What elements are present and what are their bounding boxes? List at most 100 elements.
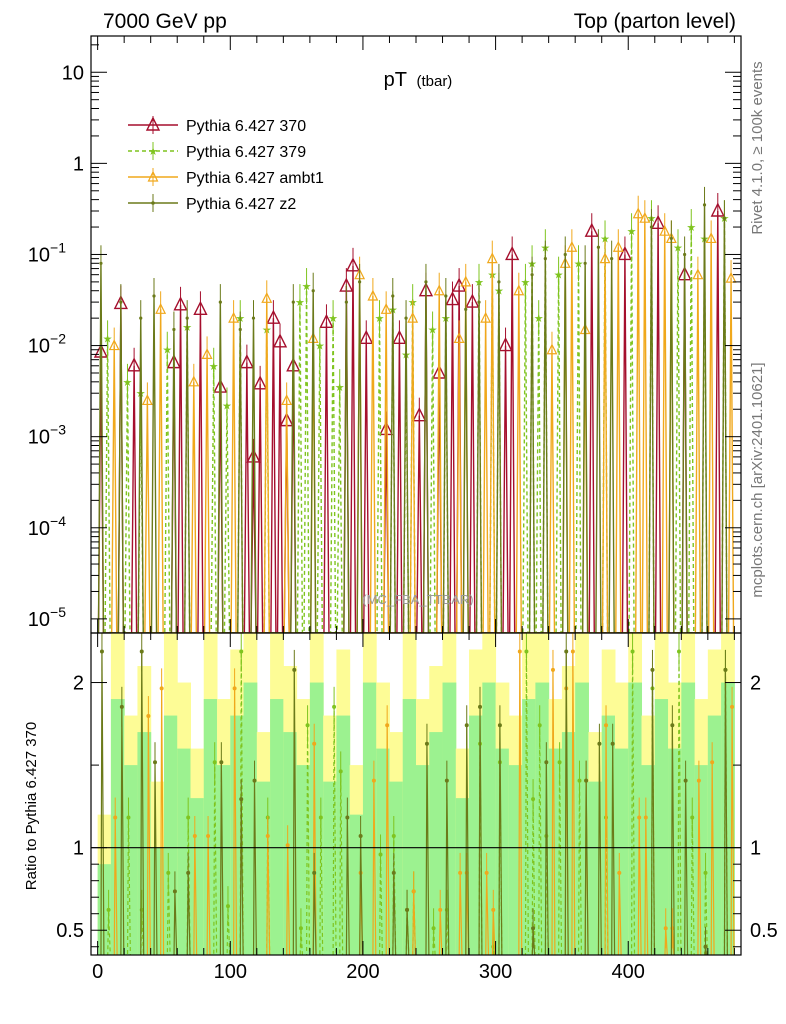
ratio-point bbox=[298, 926, 303, 931]
data-point-marker bbox=[563, 252, 567, 257]
tick-base: 1 bbox=[73, 153, 84, 175]
data-point-marker: ★ bbox=[375, 313, 385, 325]
data-point-marker bbox=[139, 316, 143, 320]
ratio-point bbox=[690, 815, 695, 820]
data-point-marker bbox=[599, 252, 611, 264]
ratio-point bbox=[106, 907, 111, 912]
data-point-marker bbox=[513, 284, 525, 296]
data-point-marker bbox=[453, 332, 465, 343]
data-point-marker: ★ bbox=[209, 361, 219, 373]
band-green-bin bbox=[190, 798, 205, 955]
legend-label: Pythia 6.427 ambt1 bbox=[186, 170, 324, 187]
data-point-marker: ★ bbox=[162, 345, 172, 357]
data-point-marker bbox=[566, 240, 578, 252]
data-point-marker bbox=[584, 222, 599, 237]
chart-title: pT (tbar) bbox=[384, 69, 453, 91]
data-point-marker bbox=[152, 294, 156, 298]
data-point-marker bbox=[407, 311, 419, 323]
data-point-marker bbox=[251, 316, 256, 320]
ratio-y-axis-label: Ratio to Pythia 6.427 370 bbox=[23, 722, 40, 890]
data-point-marker bbox=[530, 273, 534, 277]
band-green-bin bbox=[654, 699, 669, 955]
data-point-marker bbox=[201, 348, 213, 359]
x-tick-label: 300 bbox=[479, 961, 512, 983]
legend-entry: Pythia 6.427 370 bbox=[128, 116, 306, 135]
band-green-bin bbox=[614, 748, 629, 955]
data-point-marker bbox=[722, 216, 727, 220]
tick-exponent: −4 bbox=[50, 513, 66, 529]
x-tick-label: 200 bbox=[346, 961, 379, 983]
band-green-bin bbox=[124, 765, 138, 955]
data-point-marker: ★ bbox=[474, 277, 484, 289]
data-point-marker bbox=[379, 420, 394, 436]
band-green-bin bbox=[389, 781, 404, 955]
ratio-point bbox=[676, 649, 681, 654]
data-point-marker bbox=[404, 316, 408, 320]
data-point-marker bbox=[725, 271, 737, 283]
data-point-marker bbox=[141, 394, 153, 406]
data-point-marker bbox=[498, 337, 513, 352]
x-tick-label: 100 bbox=[214, 961, 247, 983]
tick-base: 10 bbox=[28, 427, 50, 449]
data-point-marker bbox=[108, 339, 120, 351]
data-point-marker bbox=[705, 232, 717, 244]
data-point-marker bbox=[281, 394, 293, 406]
legend-label: Pythia 6.427 z2 bbox=[186, 196, 296, 213]
data-point-marker bbox=[659, 224, 671, 236]
data-point-marker bbox=[344, 300, 348, 304]
data-point-marker bbox=[710, 202, 725, 217]
data-point-marker: ★ bbox=[673, 242, 683, 254]
data-point-marker bbox=[583, 261, 587, 265]
data-point-marker bbox=[610, 257, 614, 261]
data-point-marker bbox=[445, 290, 460, 306]
data-point-marker: ★ bbox=[600, 233, 610, 245]
data-point-marker bbox=[380, 302, 392, 314]
band-green-bin bbox=[548, 748, 563, 955]
data-point-marker bbox=[683, 252, 687, 257]
data-point-marker bbox=[412, 407, 427, 422]
data-point-marker bbox=[486, 252, 498, 264]
tick-exponent: −2 bbox=[50, 331, 66, 347]
lower-y-tick-label-right: 2 bbox=[750, 673, 761, 695]
ratio-point bbox=[703, 870, 708, 875]
legend-marker bbox=[151, 201, 155, 205]
data-point-marker: ★ bbox=[123, 377, 133, 389]
data-point-marker bbox=[218, 300, 222, 304]
data-point-marker bbox=[345, 257, 361, 272]
data-point-marker bbox=[155, 302, 167, 314]
data-point-marker bbox=[238, 327, 242, 332]
data-point-marker bbox=[596, 245, 600, 249]
title-sub: (tbar) bbox=[416, 73, 452, 90]
data-point-marker bbox=[505, 245, 520, 261]
data-point-marker: ★ bbox=[328, 313, 338, 325]
upper-y-tick-label: 10−2 bbox=[28, 331, 66, 358]
lower-y-tick-label-right: 1 bbox=[750, 838, 761, 860]
data-point-marker bbox=[172, 327, 176, 332]
lower-y-tick-label: 2 bbox=[73, 673, 84, 695]
legend-label: Pythia 6.427 379 bbox=[186, 144, 306, 161]
legend-entry: Pythia 6.427 z2 bbox=[128, 194, 296, 213]
series-line-2 bbox=[111, 213, 735, 633]
x-axis-ticks: 0 100 200 300 400 bbox=[92, 36, 735, 983]
data-point-marker bbox=[669, 236, 673, 241]
ratio-point bbox=[431, 926, 436, 931]
legend-marker bbox=[147, 170, 159, 182]
data-point-marker bbox=[291, 300, 295, 304]
tick-exponent: −5 bbox=[50, 604, 66, 620]
data-point-marker: ★ bbox=[686, 222, 696, 234]
band-green-bin bbox=[495, 748, 510, 955]
data-point-marker bbox=[188, 375, 200, 387]
data-point-marker bbox=[497, 280, 501, 284]
band-green-bin bbox=[482, 682, 497, 955]
data-point-marker: ★ bbox=[335, 382, 345, 394]
data-point-marker: ★ bbox=[315, 341, 325, 353]
header-right-label: Top (parton level) bbox=[574, 10, 736, 33]
data-point-marker bbox=[185, 316, 189, 320]
lower-y-tick-label-right: 0.5 bbox=[750, 920, 778, 942]
data-point-marker bbox=[543, 257, 547, 261]
ratio-point bbox=[524, 649, 529, 654]
lower-y-ticks: 0.5 0.5 1 1 2 2 bbox=[56, 673, 778, 948]
analysis-watermark: (MC_FBA_TTBAR) bbox=[362, 592, 473, 607]
data-point-marker: ★ bbox=[295, 297, 305, 309]
